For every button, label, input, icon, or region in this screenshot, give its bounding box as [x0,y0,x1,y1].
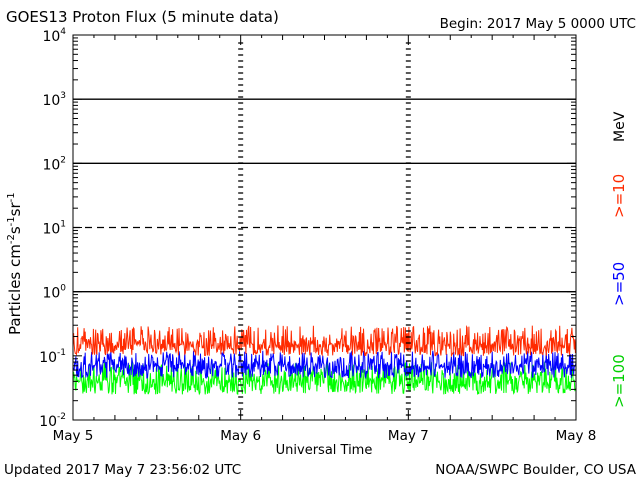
credit-text: NOAA/SWPC Boulder, CO USA [435,462,637,478]
legend-series-10mev: >=10 [610,174,628,218]
y-axis-label: Particles cm-2s-1sr-1 [6,192,24,335]
y-axis-label-sup3: -1 [6,192,17,202]
plot-area [72,34,577,421]
x-axis-ticks: May 5 May 6 May 7 May 8 [53,35,597,444]
series-layer [72,325,577,396]
x-axis-label: Universal Time [276,443,373,458]
legend-series-100mev: >=100 [610,354,628,408]
day-markers [238,42,411,416]
x-tick-label: May 6 [220,428,261,444]
updated-timestamp: Updated 2017 May 7 23:56:02 UTC [4,462,241,478]
y-tick-label: 10-1 [39,348,66,366]
y-axis-ticks: 10-2 10-1 100 101 102 103 104 [39,27,576,430]
y-tick-label: 100 [42,284,66,302]
y-axis-label-base: Particles cm [6,244,24,335]
series-line-10mev [72,325,577,358]
y-axis-label-mid2: sr [6,202,24,217]
x-tick-label: May 8 [556,428,597,444]
x-tick-label: May 7 [388,428,429,444]
y-axis-label-mid1: s [6,226,24,234]
threshold-lines [73,98,576,293]
legend-unit: MeV [612,111,628,142]
y-axis-label-sup1: -2 [6,234,17,244]
y-tick-label: 103 [42,91,66,109]
series-line-50mev [72,350,577,380]
y-axis-label-sup2: -1 [6,216,17,226]
y-tick-label: 102 [42,155,66,173]
legend-series-50mev: >=50 [610,262,628,306]
begin-time-label: Begin: 2017 May 5 0000 UTC [440,16,636,32]
y-tick-label: 104 [42,27,66,45]
y-tick-label: 10-2 [39,412,66,430]
x-tick-label: May 5 [53,428,94,444]
y-tick-label: 101 [42,220,66,238]
chart-title: GOES13 Proton Flux (5 minute data) [6,8,279,26]
